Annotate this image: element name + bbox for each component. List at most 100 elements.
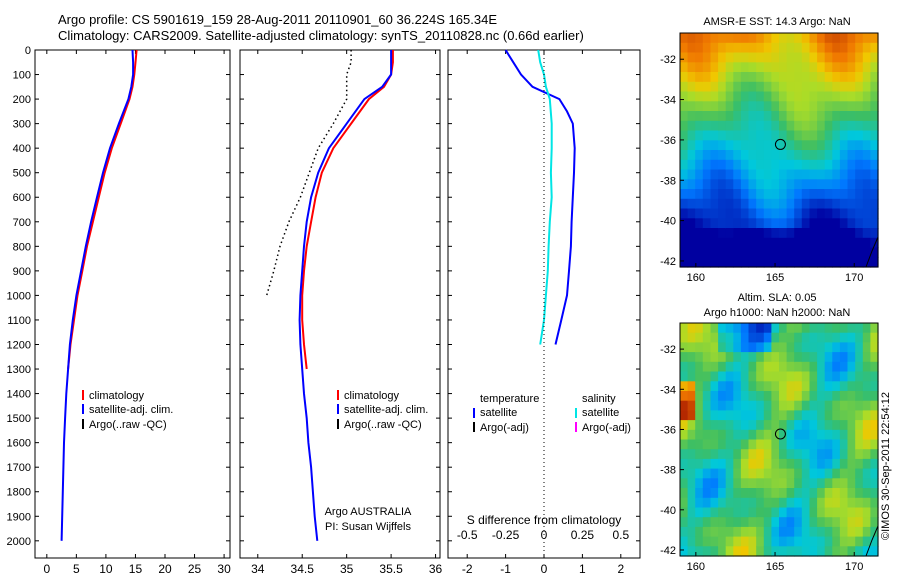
heatmap-cell [809, 208, 818, 219]
heatmap-cell [740, 468, 750, 479]
heatmap-cell [855, 468, 864, 479]
series-line-cyan [537, 49, 553, 345]
heatmap-cell [809, 42, 818, 54]
heatmap-cell [824, 189, 833, 200]
heatmap-cell [862, 33, 871, 44]
heatmap-cell [740, 189, 750, 200]
heatmap-cell [801, 179, 810, 190]
heatmap-cell [680, 91, 689, 102]
heatmap-cell [748, 237, 757, 249]
heatmap-cell [832, 526, 841, 538]
heatmap-cell [809, 62, 818, 73]
heatmap-cell [710, 458, 719, 470]
heatmap-cell [695, 420, 704, 431]
heatmap-cell [680, 198, 689, 210]
heatmap-cell [817, 140, 826, 151]
heatmap-cell [809, 140, 818, 151]
heatmap-cell [832, 42, 841, 54]
heatmap-cell [718, 488, 727, 499]
heatmap-cell [832, 159, 841, 171]
heatmap-cell [718, 352, 727, 363]
heatmap-cell [725, 410, 734, 421]
heatmap-cell [680, 189, 689, 200]
heatmap-cell [832, 169, 841, 180]
heatmap-cell [786, 169, 795, 180]
heatmap-cell [718, 507, 727, 518]
heatmap-cell [710, 111, 719, 122]
heatmap-cell [695, 120, 704, 132]
heatmap-cell [801, 517, 810, 528]
heatmap-cell [847, 507, 856, 518]
heatmap-cell [680, 488, 689, 499]
heatmap-cell [779, 526, 788, 538]
heatmap-cell [771, 169, 780, 180]
heatmap-cell [824, 257, 833, 268]
heatmap-cell [771, 439, 780, 450]
heatmap-cell [680, 159, 689, 171]
heatmap-cell [839, 169, 849, 180]
heatmap-cell [771, 42, 780, 54]
heatmap-cell [748, 91, 757, 102]
heatmap-cell [817, 62, 826, 73]
heatmap-cell [779, 420, 788, 431]
heatmap-cell [725, 111, 734, 122]
heatmap-cell [801, 247, 810, 258]
y-tick-label: 1300 [7, 364, 31, 376]
heatmap-cell [687, 218, 696, 229]
heatmap-cell [847, 371, 856, 382]
heatmap-cell [779, 257, 788, 268]
heatmap-cell [847, 342, 856, 353]
heatmap-cell [817, 478, 826, 489]
heatmap-cell [855, 169, 864, 180]
heatmap-cell [771, 497, 780, 509]
heatmap-cell [740, 91, 750, 102]
heatmap-cell [695, 130, 704, 141]
heatmap-cell [710, 361, 719, 373]
heatmap-cell [718, 468, 727, 479]
heatmap-cell [870, 400, 879, 411]
heatmap-cell [710, 526, 719, 538]
heatmap-cell [855, 332, 864, 343]
heatmap-cell [809, 111, 818, 122]
y-tick-label: 1200 [7, 339, 31, 351]
heatmap-cell [733, 371, 742, 382]
heatmap-cell [817, 488, 826, 499]
heatmap-cell [740, 458, 750, 470]
heatmap-cell [733, 381, 742, 392]
heatmap-cell [710, 228, 719, 239]
heatmap-cell [748, 449, 757, 460]
heatmap-cell [725, 468, 734, 479]
heatmap-cell [740, 342, 750, 353]
heatmap-cell [756, 546, 765, 557]
heatmap-cell [710, 478, 719, 489]
heatmap-cell [824, 101, 833, 112]
heatmap-cell [695, 400, 704, 411]
heatmap-cell [832, 257, 841, 268]
heatmap-cell [771, 458, 780, 470]
x-tick-label: 0 [43, 562, 50, 576]
heatmap-cell [687, 72, 696, 83]
heatmap-cell [702, 526, 711, 538]
heatmap-cell [718, 198, 727, 210]
heatmap-cell [862, 323, 871, 334]
heatmap-cell [862, 497, 871, 509]
heatmap-cell [680, 332, 689, 343]
heatmap-cell [687, 323, 696, 334]
heatmap-cell [771, 208, 780, 219]
heatmap-cell [824, 42, 833, 54]
heatmap-cell [710, 507, 719, 518]
heatmap-cell [710, 150, 719, 161]
heatmap-cell [801, 429, 810, 441]
heatmap-cell [733, 130, 742, 141]
heatmap-cell [756, 371, 765, 382]
heatmap-cell [794, 536, 803, 547]
heatmap-cell [786, 449, 795, 460]
heatmap-cell [862, 429, 871, 441]
heatmap-cell [748, 150, 757, 161]
heatmap-cell [695, 208, 704, 219]
heatmap-cell [809, 371, 818, 382]
heatmap-cell [824, 159, 833, 171]
heatmap-cell [862, 101, 871, 112]
heatmap-cell [839, 228, 849, 239]
heatmap-cell [733, 342, 742, 353]
